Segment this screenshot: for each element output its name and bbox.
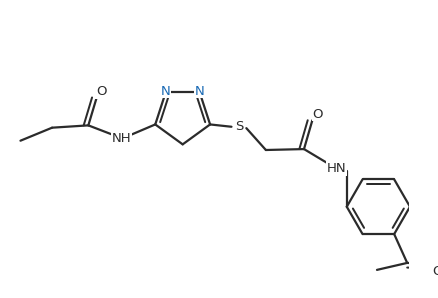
Text: HN: HN	[327, 162, 346, 175]
Text: O: O	[313, 108, 323, 121]
Text: S: S	[235, 120, 243, 133]
Text: O: O	[432, 265, 438, 278]
Text: N: N	[161, 85, 171, 98]
Text: O: O	[96, 85, 106, 98]
Text: NH: NH	[112, 132, 131, 145]
Text: N: N	[195, 85, 205, 98]
